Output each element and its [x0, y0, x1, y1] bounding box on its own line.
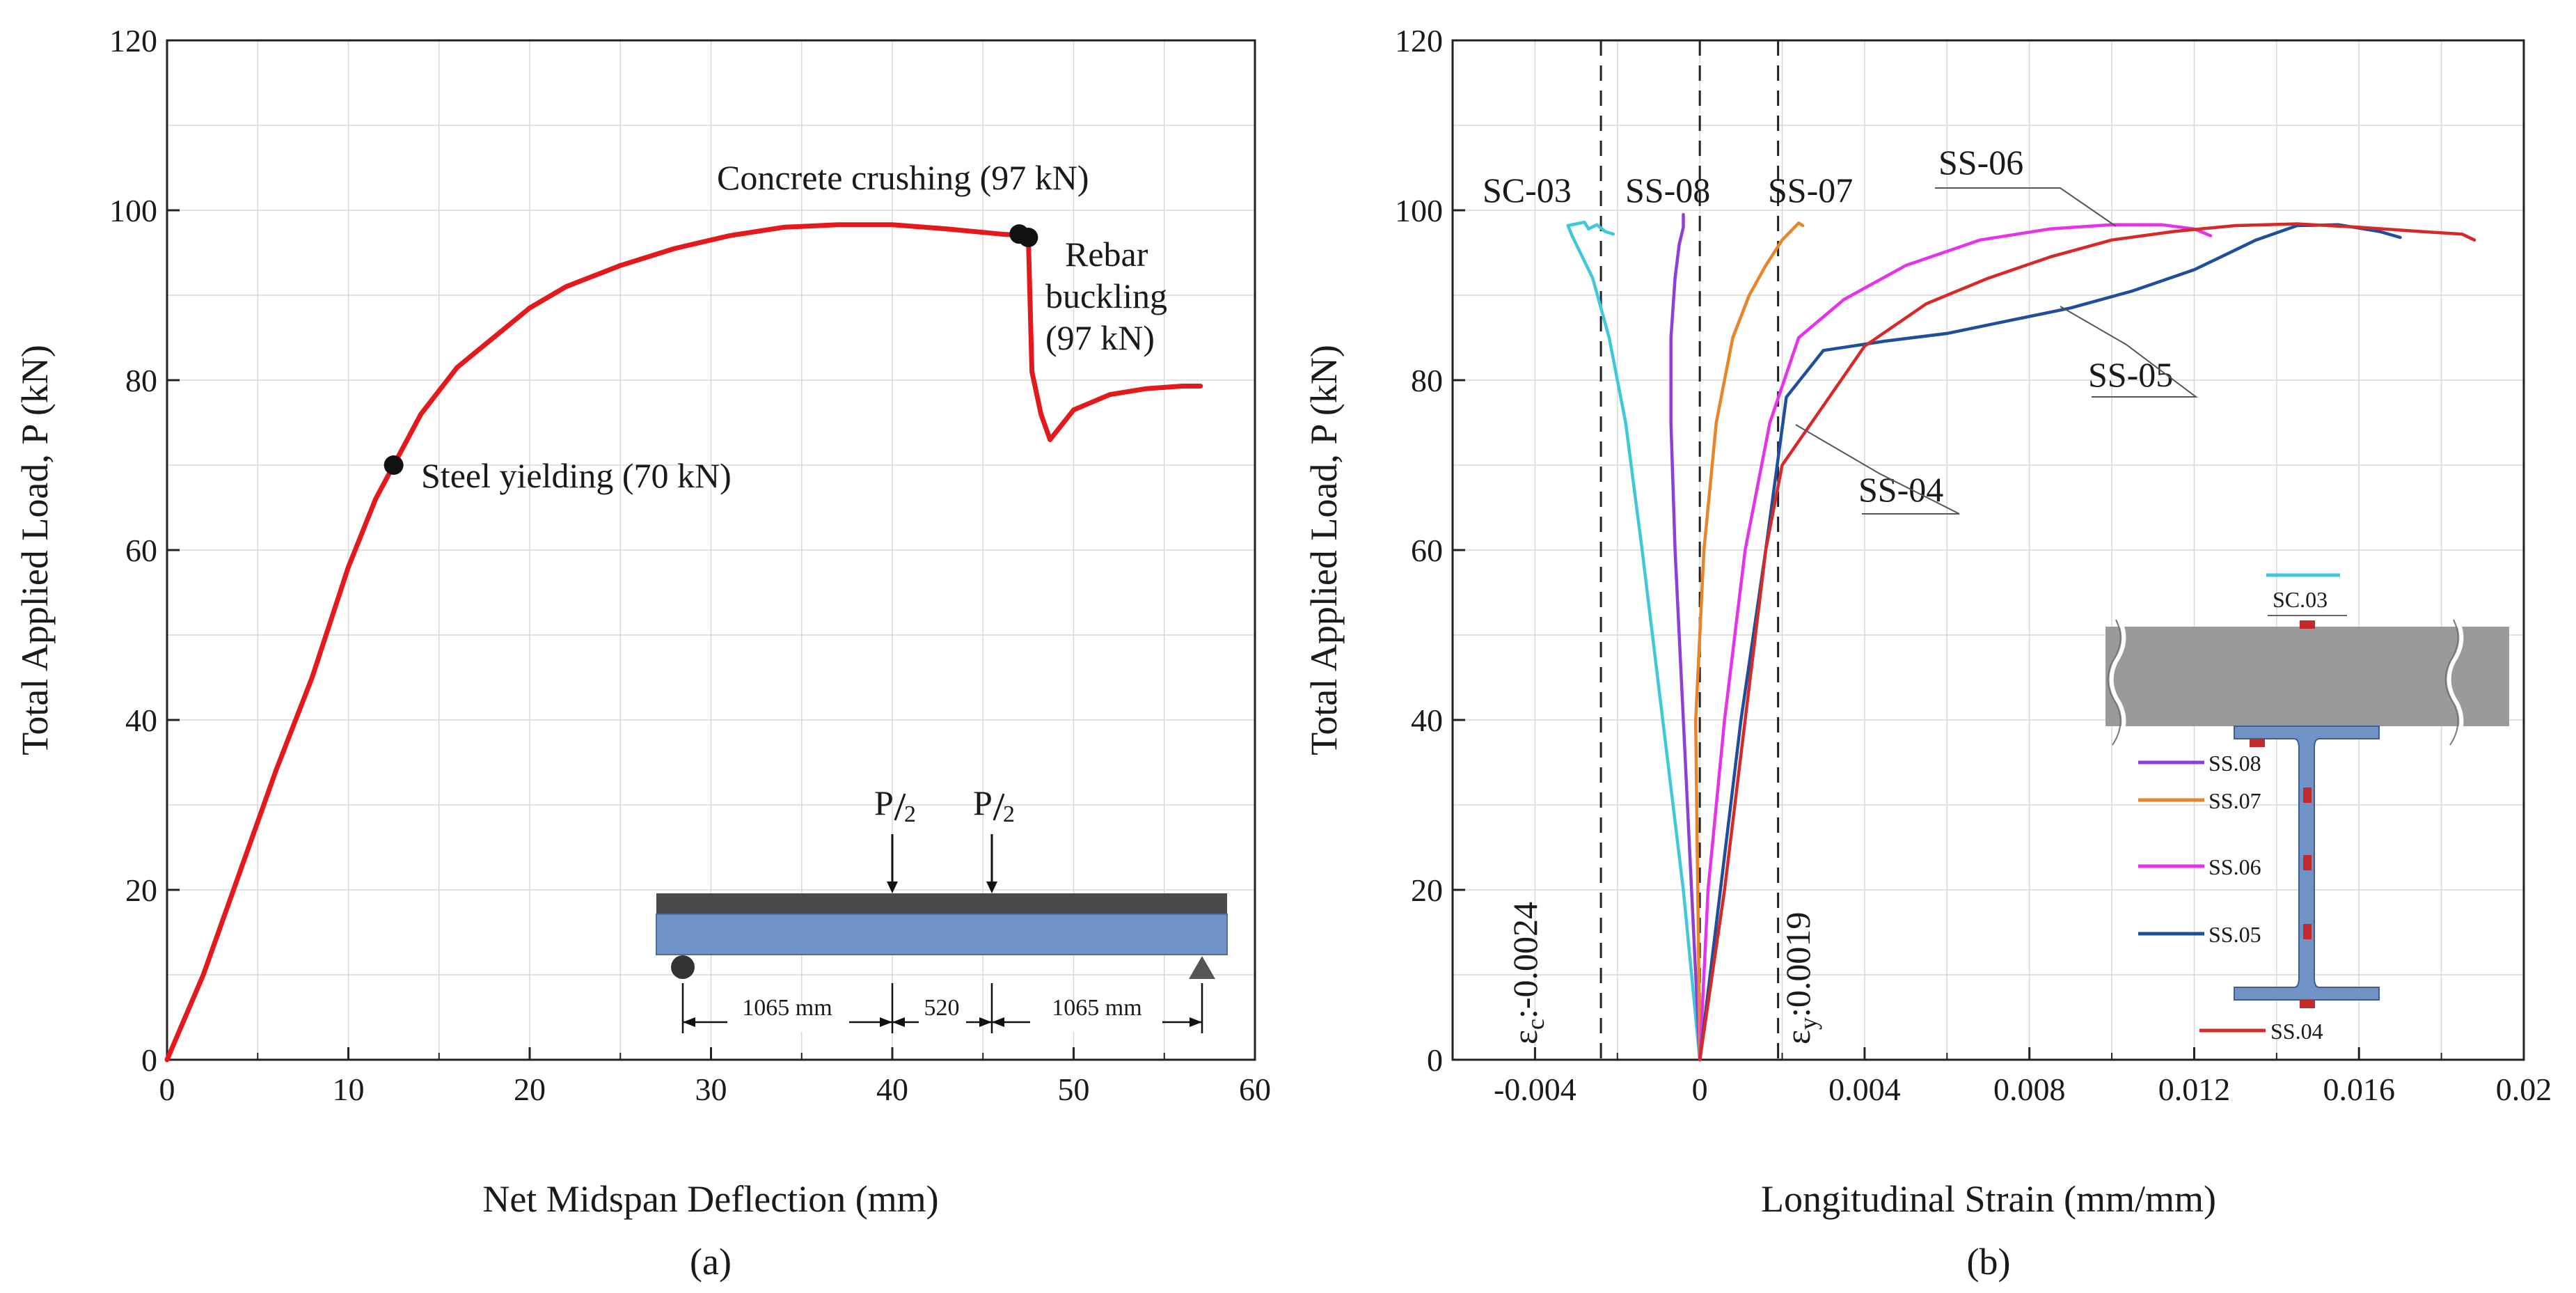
section-slab: [2105, 627, 2509, 726]
y-tick-label: 20: [125, 872, 157, 908]
legend-label: SS.08: [2208, 751, 2261, 776]
gauge-ss08: [2250, 739, 2265, 747]
x-tick-label: 10: [333, 1072, 365, 1107]
y-tick-label: 40: [1411, 703, 1443, 738]
series-label-ss06: SS-06: [1938, 143, 2023, 182]
series-label-ss05: SS-05: [2088, 355, 2173, 394]
marks-a: [164, 222, 1203, 1063]
panel-a: 0 10 20 30 40 50 60 0 20 40 60 80 100 120 Net Midspan…: [14, 23, 1271, 1283]
series-line-load-deflection: [164, 222, 1203, 1063]
annotation-rebar-1: Rebar: [1065, 235, 1148, 274]
x-tick-label: 0.008: [1993, 1072, 2066, 1107]
x-tick-label: 20: [514, 1072, 546, 1107]
y-tick-label: 120: [109, 23, 157, 58]
reference-lines-b: [1599, 40, 1780, 1060]
x-axis-label-a: Net Midspan Deflection (mm): [482, 1178, 938, 1220]
series-line-ss-07: [1693, 221, 1805, 1062]
series-line-ss-06: [1698, 223, 2213, 1062]
y-tick-label: 0: [1427, 1042, 1443, 1078]
marks-b: [1566, 212, 2476, 1062]
gauge-ss04: [2300, 1000, 2315, 1008]
y-tick-label: 120: [1395, 23, 1443, 58]
caption-b: (b): [1967, 1241, 2011, 1283]
load-den-right: 2: [1003, 801, 1015, 827]
gauge-sc03: [2300, 620, 2315, 629]
event-marker: [384, 455, 404, 475]
load-frac-right: [993, 793, 1005, 821]
ticks-b: -0.004 0 0.004 0.008 0.012 0.016 0.02 0 20 40 60 80…: [1395, 23, 2552, 1107]
series-label-ss07: SS-07: [1768, 171, 1853, 210]
load-arrowhead-right: [986, 881, 997, 893]
gauge-ss05: [2303, 924, 2312, 939]
y-tick-label: 100: [1395, 193, 1443, 228]
x-tick-label: 40: [876, 1072, 908, 1107]
span-left-label: 1065 mm: [742, 995, 832, 1021]
span-right-label: 1065 mm: [1052, 995, 1141, 1021]
y-tick-label: 60: [1411, 533, 1443, 568]
gauge-ss06: [2303, 855, 2312, 870]
x-tick-label: 50: [1058, 1072, 1090, 1107]
legend-label: SS.04: [2270, 1019, 2323, 1044]
legend-label: SS.06: [2208, 854, 2261, 879]
y-tick-label: 20: [1411, 872, 1443, 908]
load-arrowhead-left: [887, 881, 898, 893]
y-tick-label: 100: [109, 193, 157, 228]
ticks-a: 0 10 20 30 40 50 60 0 20 40 60 80 100 120: [109, 23, 1271, 1107]
load-label-left: P: [874, 783, 894, 822]
leader-lines: [1795, 187, 2198, 515]
series-line-sc-03: [1566, 220, 1702, 1062]
beam-slab: [656, 893, 1227, 914]
legend-label: SS.05: [2208, 922, 2261, 947]
y-tick-label: 40: [125, 703, 157, 738]
x-tick-label: 0.004: [1828, 1072, 1901, 1107]
load-label-right: P: [973, 783, 993, 822]
series-label-ss08: SS-08: [1625, 171, 1710, 210]
annotation-rebar-3: (97 kN): [1045, 318, 1155, 357]
span-mid-label: 520: [924, 995, 960, 1021]
section-legend: SC.03 SS.08 SS.07 SS.06 SS.05 SS.04: [2138, 573, 2347, 1044]
ref-label-steel: εy:0.0019: [1778, 912, 1822, 1044]
y-axis-label-a: Total Applied Load, P (kN): [14, 345, 56, 755]
caption-a: (a): [690, 1241, 732, 1283]
y-tick-label: 0: [141, 1042, 157, 1078]
y-axis-label-b: Total Applied Load, P (kN): [1303, 345, 1345, 755]
load-frac-left: [894, 793, 906, 821]
x-tick-label: 0.012: [2158, 1072, 2231, 1107]
dimension-arrows: [683, 1017, 1202, 1027]
legend-label: SS.07: [2208, 788, 2261, 813]
panel-b: -0.004 0 0.004 0.008 0.012 0.016 0.02 0 20 40 60 80…: [1303, 23, 2552, 1283]
x-tick-label: 60: [1239, 1072, 1271, 1107]
series-line-ss-08: [1669, 212, 1702, 1062]
annotation-concrete-crushing: Concrete crushing (97 kN): [717, 158, 1089, 197]
gauge-ss07: [2303, 787, 2312, 803]
y-tick-label: 80: [125, 363, 157, 398]
x-tick-label: 30: [695, 1072, 727, 1107]
y-tick-label: 80: [1411, 363, 1443, 398]
beam-inset: P 2 P 2: [656, 783, 1228, 1033]
x-tick-label: 0: [1692, 1072, 1708, 1107]
legend-label: SC.03: [2273, 587, 2328, 612]
x-axis-label-b: Longitudinal Strain (mm/mm): [1761, 1178, 2216, 1220]
x-tick-label: 0.016: [2323, 1072, 2395, 1107]
pin-support-left: [671, 955, 695, 979]
beam-body: [656, 914, 1228, 955]
series-label-sc03: SC-03: [1483, 171, 1572, 210]
series-line-ss-04: [1698, 222, 2476, 1062]
annotation-rebar-2: buckling: [1045, 276, 1167, 315]
x-tick-label: -0.004: [1494, 1072, 1577, 1107]
event-marker: [1018, 228, 1038, 248]
y-tick-label: 60: [125, 533, 157, 568]
cross-section-inset: SC.03 SS.08 SS.07 SS.06 SS.05 SS.04: [2105, 573, 2509, 1044]
x-tick-label: 0: [159, 1072, 175, 1107]
roller-support-right: [1189, 956, 1215, 979]
ref-label-concrete: εc:-0.0024: [1506, 902, 1549, 1044]
series-label-ss04: SS-04: [1858, 470, 1943, 509]
load-den-left: 2: [904, 801, 916, 827]
x-tick-label: 0.02: [2496, 1072, 2552, 1107]
annotation-steel-yielding: Steel yielding (70 kN): [421, 456, 732, 495]
